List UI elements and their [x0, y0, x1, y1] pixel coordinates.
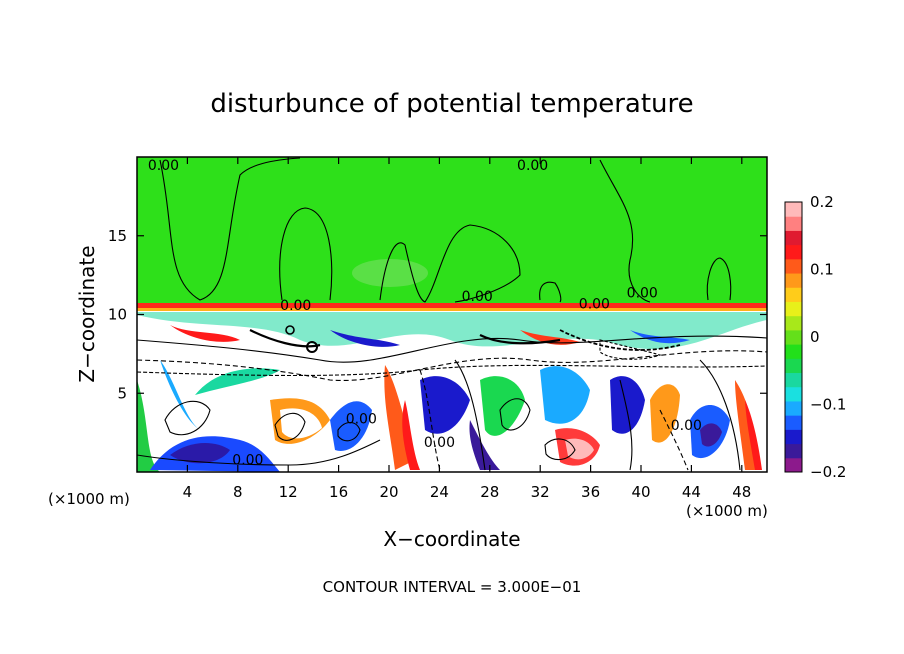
colorbar-swatch [785, 415, 802, 430]
colorbar-swatch [785, 230, 802, 246]
contour-label: 0.00 [232, 453, 263, 469]
contour-label-layer: 0.00 0.00 0.00 0.00 0.00 0.00 0.00 0.00 0.00 0.00 [148, 158, 702, 469]
contour-label: 0.00 [517, 158, 548, 174]
colorbar-swatch [785, 443, 802, 459]
contour-lines [137, 157, 767, 471]
colorbar-swatch [785, 244, 802, 260]
x-tick-label: 28 [480, 483, 499, 501]
chart-title: disturbunce of potential temperature [210, 89, 693, 119]
colorbar-swatch [785, 258, 802, 274]
colorbar-swatch [785, 329, 802, 345]
contour-label: 0.00 [579, 297, 610, 313]
x-axis: 4 8 12 16 20 24 28 32 36 40 44 48 [183, 157, 751, 501]
contour-label: 0.00 [462, 289, 493, 305]
colorbar-swatch [785, 273, 802, 288]
colorbar-swatch [785, 287, 802, 302]
colorbar-swatch [785, 344, 802, 359]
colorbar-swatch [785, 315, 802, 331]
x-tick-label: 20 [379, 483, 398, 501]
x-tick-label: 40 [631, 483, 650, 501]
contour-label: 0.00 [424, 435, 455, 451]
contour-interval-note: CONTOUR INTERVAL = 3.000E−01 [323, 578, 582, 596]
colorbar-tick-label: 0 [810, 328, 820, 346]
contour-label: 0.00 [346, 412, 377, 428]
contour-label: 0.00 [671, 418, 702, 434]
colorbar-tick-label: 0.2 [810, 193, 834, 211]
y-axis-label: Z−coordinate [75, 245, 99, 382]
upper-layer-fill [137, 157, 767, 307]
x-tick-label: 12 [279, 483, 298, 501]
upper-layer-boundary-shadow [137, 308, 767, 311]
x-tick-label: 4 [183, 483, 193, 501]
contour-label: 0.00 [627, 286, 658, 302]
contour-label: 0.00 [280, 298, 311, 314]
x-tick-label: 44 [682, 483, 701, 501]
colorbar [785, 202, 802, 473]
colorbar-swatch [785, 386, 802, 402]
colorbar-swatch [785, 429, 802, 445]
colorbar-swatch [785, 372, 802, 388]
colorbar-swatch [785, 457, 802, 473]
x-unit-left: (×1000 m) [48, 490, 130, 508]
x-tick-label: 16 [329, 483, 348, 501]
y-tick-label: 15 [108, 227, 127, 245]
x-tick-label: 32 [531, 483, 550, 501]
colorbar-swatch [785, 202, 802, 217]
colorbar-ticks: 0.2 0.1 0 −0.1 −0.2 [810, 193, 846, 481]
plot-area [137, 157, 767, 472]
x-unit-right: (×1000 m) [686, 502, 768, 520]
x-tick-label: 8 [233, 483, 243, 501]
colorbar-swatch [785, 216, 802, 231]
x-tick-label: 24 [430, 483, 449, 501]
lower-field [137, 312, 767, 472]
colorbar-tick-label: 0.1 [810, 261, 834, 279]
colorbar-swatch [785, 301, 802, 317]
y-axis: 5 10 15 [108, 227, 767, 402]
x-tick-label: 48 [732, 483, 751, 501]
colorbar-frame [784, 201, 803, 473]
upper-anomaly [352, 259, 428, 287]
x-axis-label: X−coordinate [383, 527, 520, 551]
contour-label: 0.00 [148, 158, 179, 174]
y-tick-label: 5 [117, 384, 127, 402]
upper-layer-boundary [137, 303, 767, 308]
colorbar-swatch [785, 358, 802, 374]
colorbar-tick-label: −0.2 [810, 463, 846, 481]
y-tick-label: 10 [108, 306, 127, 324]
colorbar-tick-label: −0.1 [810, 396, 846, 414]
x-tick-label: 36 [581, 483, 600, 501]
colorbar-swatch [785, 400, 802, 416]
